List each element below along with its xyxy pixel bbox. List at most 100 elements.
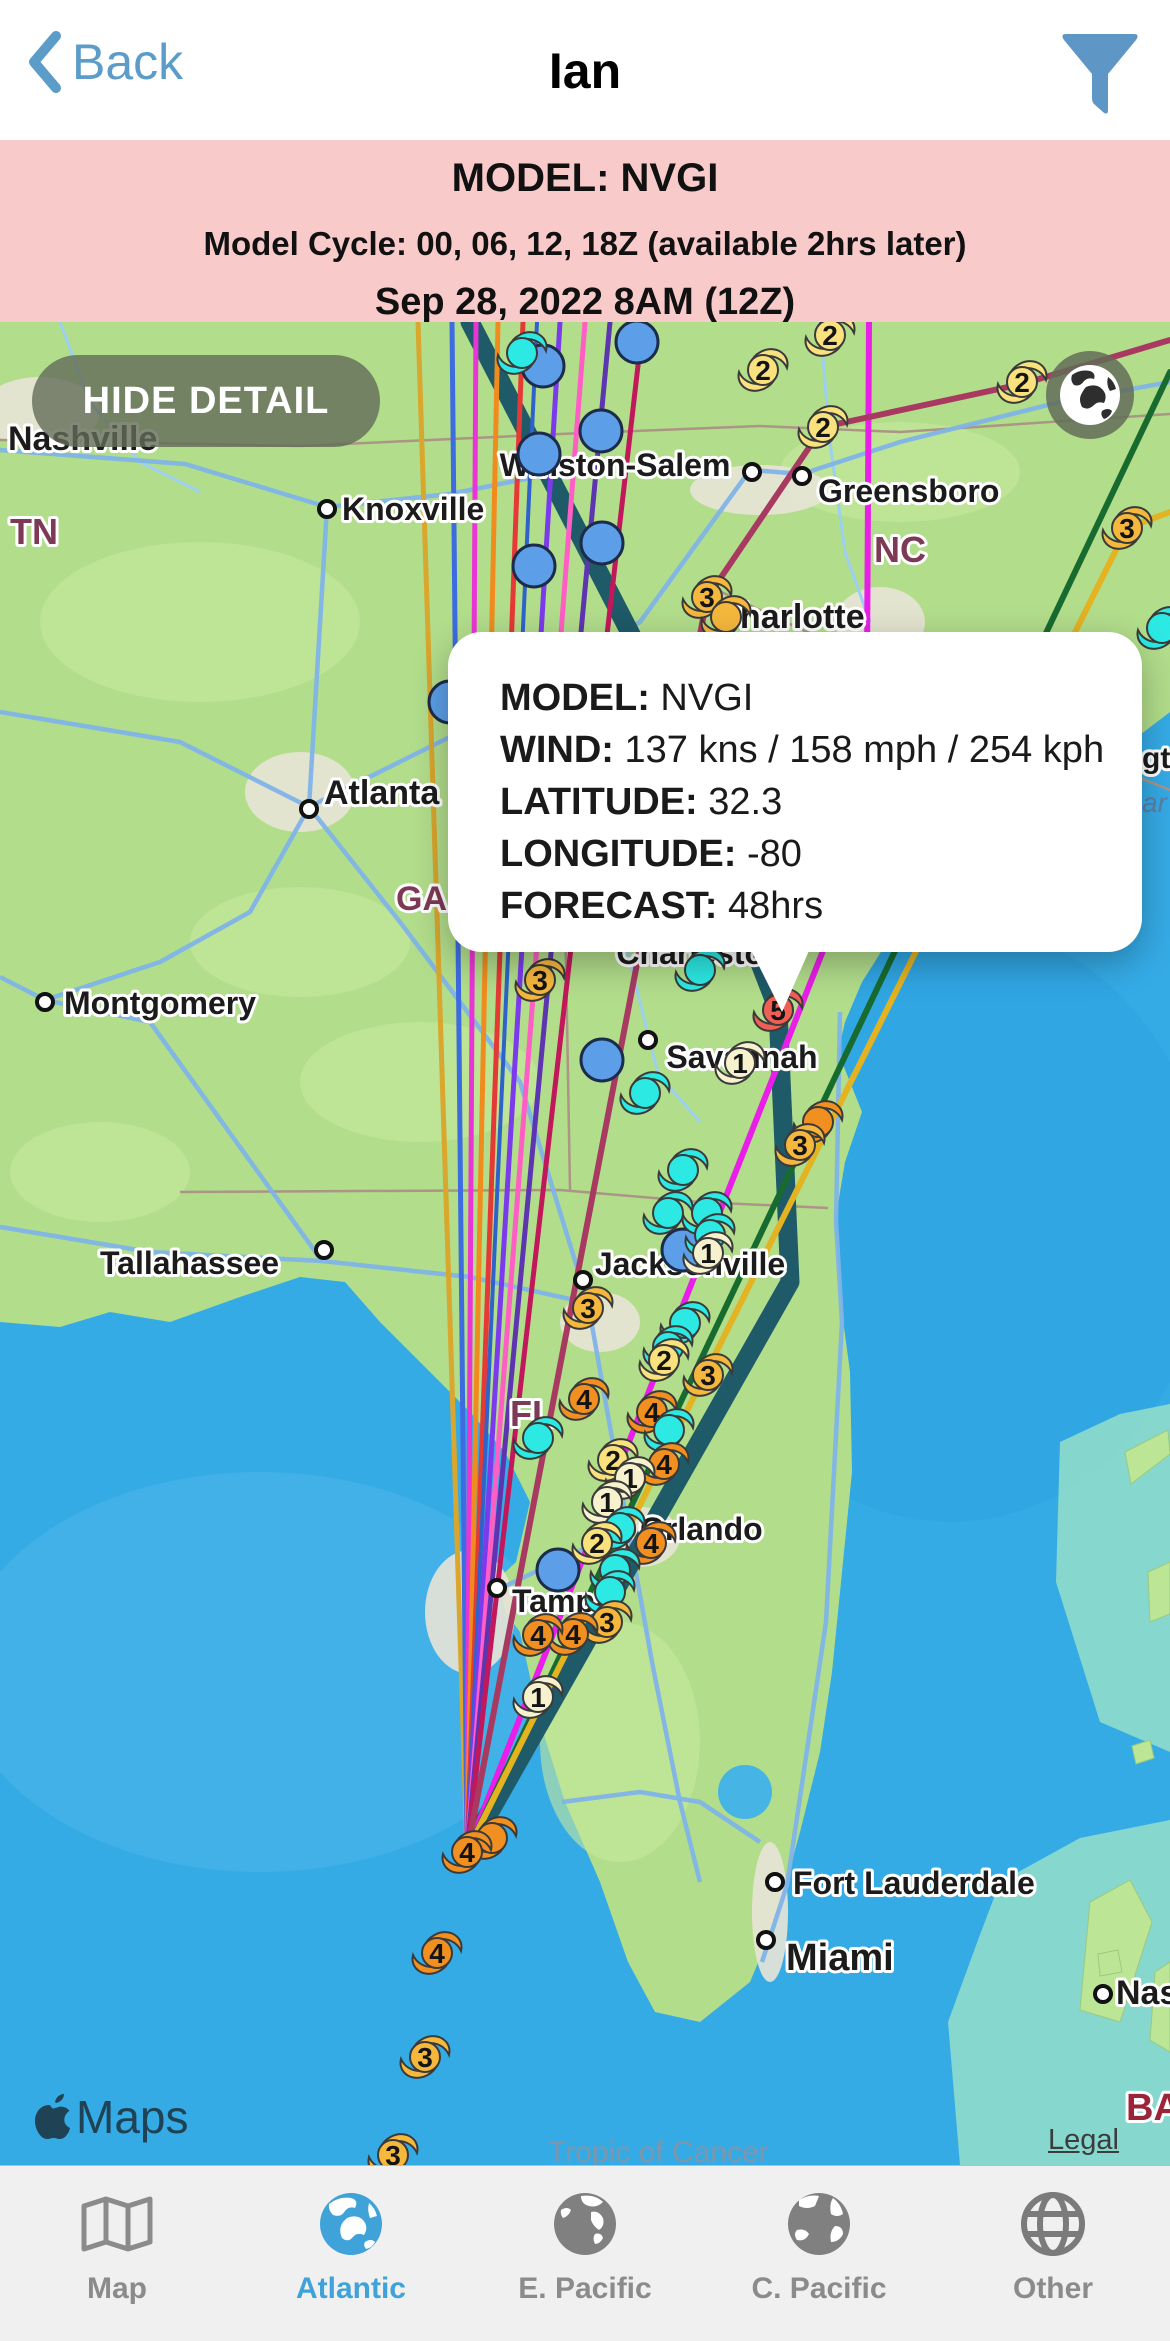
city-dot (573, 1270, 593, 1290)
storm-category-number: 4 (530, 1620, 546, 1651)
apple-logo-icon (35, 2094, 70, 2139)
filter-icon[interactable] (1060, 30, 1140, 120)
storm-category-number: 4 (644, 1397, 660, 1428)
storm-icon-ts[interactable] (657, 1148, 709, 1192)
model-point-marker[interactable] (579, 520, 625, 566)
city-dot (742, 462, 762, 482)
storm-icon-cat4[interactable]: 4 (441, 1830, 493, 1874)
map-canvas[interactable]: NashvilleKnoxvilleWinston-SalemGreensbor… (0, 322, 1170, 2165)
storm-icon-cat3[interactable]: 3 (1101, 506, 1153, 550)
tab-other[interactable]: Other (936, 2166, 1170, 2341)
city-label-greensboro: Greensboro (818, 473, 999, 509)
storm-icon-cat3[interactable]: 3 (682, 1353, 734, 1397)
tab-e-pacific[interactable]: E. Pacific (468, 2166, 702, 2341)
storm-category-number: 3 (700, 1360, 716, 1391)
storm-category-number: 4 (459, 1837, 475, 1868)
city-dot (299, 799, 319, 819)
tab-c-pacific[interactable]: C. Pacific (702, 2166, 936, 2341)
storm-icon-cat2[interactable]: 2 (996, 360, 1048, 404)
road (0, 709, 311, 810)
island (1149, 1961, 1170, 2053)
atlantic-globe-icon (317, 2182, 385, 2266)
river (818, 322, 872, 623)
map-globe-button[interactable] (1046, 351, 1134, 439)
model-track-line[interactable] (464, 322, 526, 1855)
road (759, 1011, 845, 1963)
storm-icon-cat2[interactable]: 2 (804, 322, 856, 357)
storm-icon-ts[interactable] (619, 1071, 671, 1115)
model-track-line[interactable] (464, 322, 501, 1855)
state-label-tn: TN (10, 511, 58, 552)
storm-category-number: 1 (700, 1238, 716, 1269)
state-label-fl: FL (510, 1393, 554, 1434)
storm-icon-cat1[interactable]: 1 (714, 1041, 766, 1085)
callout-longitude-row: LONGITUDE: -80 (500, 833, 802, 875)
model-track-line[interactable] (464, 322, 479, 1855)
storm-icon-ts[interactable] (512, 1416, 564, 1460)
callout-tail (748, 944, 812, 1012)
back-button[interactable]: Back (26, 30, 183, 94)
storm-icon-cat4[interactable]: 4 (411, 1931, 463, 1975)
page-title: Ian (548, 43, 622, 99)
city-dot (35, 992, 55, 1012)
storm-icon-cat3[interactable]: 3 (581, 1600, 633, 1644)
storm-icon-cat2[interactable]: 2 (571, 1521, 623, 1565)
storm-icon-cat4[interactable]: 4 (558, 1377, 610, 1421)
model-track-line[interactable] (464, 322, 588, 1855)
city-dot (792, 466, 812, 486)
model-point-marker[interactable] (511, 543, 557, 589)
map-base-layer: NashvilleKnoxvilleWinston-SalemGreensbor… (0, 322, 1170, 2165)
tab-map[interactable]: Map (0, 2166, 234, 2341)
urban-area (245, 752, 355, 832)
state-label-ga: GA (396, 880, 447, 918)
storm-category-number: 1 (732, 1048, 748, 1079)
storm-icon-cat4[interactable]: 4 (512, 1613, 564, 1657)
storm-icon-cat3[interactable]: 3 (681, 575, 733, 619)
storm-category-number: 3 (532, 965, 548, 996)
storm-icon-cat1[interactable]: 1 (512, 1675, 564, 1719)
storm-icon-cat3[interactable]: 3 (562, 1286, 614, 1330)
storm-icon-cat1[interactable]: 1 (682, 1231, 734, 1275)
hide-detail-button[interactable]: HIDE DETAIL (32, 355, 380, 447)
terrain-patch (40, 542, 360, 702)
storm-icon-ts[interactable] (674, 948, 726, 992)
tab-atlantic[interactable]: Atlantic (234, 2166, 468, 2341)
urban-area (752, 1842, 788, 1982)
callout-latitude-row: LATITUDE: 32.3 (500, 781, 783, 823)
model-track-line[interactable] (415, 322, 470, 1855)
model-point-marker[interactable] (516, 431, 562, 477)
map-label: ar (1142, 787, 1169, 818)
shallow-bank (1056, 1404, 1170, 1752)
model-track-line[interactable] (464, 322, 613, 1855)
banner-cycle-line: Model Cycle: 00, 06, 12, 18Z (available … (203, 225, 967, 262)
nav-bar: Back Ian (0, 0, 1170, 140)
storm-icon-cat3[interactable]: 3 (367, 2133, 419, 2165)
state-label-bah: BAH (1126, 2087, 1170, 2129)
storm-icon-ts[interactable] (1136, 606, 1170, 650)
storm-icon-cat3[interactable]: 3 (514, 958, 566, 1002)
storm-category-number: 1 (530, 1682, 546, 1713)
maps-attribution: Maps (30, 2090, 188, 2144)
storm-icon-cat3[interactable]: 3 (399, 2035, 451, 2079)
storm-category-number: 3 (417, 2042, 433, 2073)
storm-icon-ts[interactable] (496, 331, 548, 375)
model-point-marker[interactable] (535, 1547, 581, 1593)
storm-category-number: 3 (385, 2140, 401, 2165)
storm-icon-cat2[interactable]: 2 (737, 348, 789, 392)
model-track-line[interactable] (449, 322, 470, 1855)
storm-category-number: 3 (699, 582, 715, 613)
storm-icon-cat3[interactable]: 3 (774, 1123, 826, 1167)
legal-link[interactable]: Legal (1048, 2124, 1119, 2156)
model-point-marker[interactable] (578, 408, 624, 454)
storm-icon-cat2[interactable]: 2 (797, 405, 849, 449)
storm-icon-cat2[interactable]: 2 (638, 1338, 690, 1382)
storm-category-number: 3 (599, 1607, 615, 1638)
road (44, 805, 311, 1003)
storm-icon-cat4[interactable]: 4 (638, 1442, 690, 1486)
model-point-marker[interactable] (614, 322, 660, 365)
storm-category-number: 4 (576, 1384, 592, 1415)
storm-icon-cat4[interactable]: 4 (547, 1612, 599, 1656)
city-dot (317, 499, 337, 519)
storm-category-number: 2 (1014, 367, 1030, 398)
model-point-marker[interactable] (579, 1037, 625, 1083)
